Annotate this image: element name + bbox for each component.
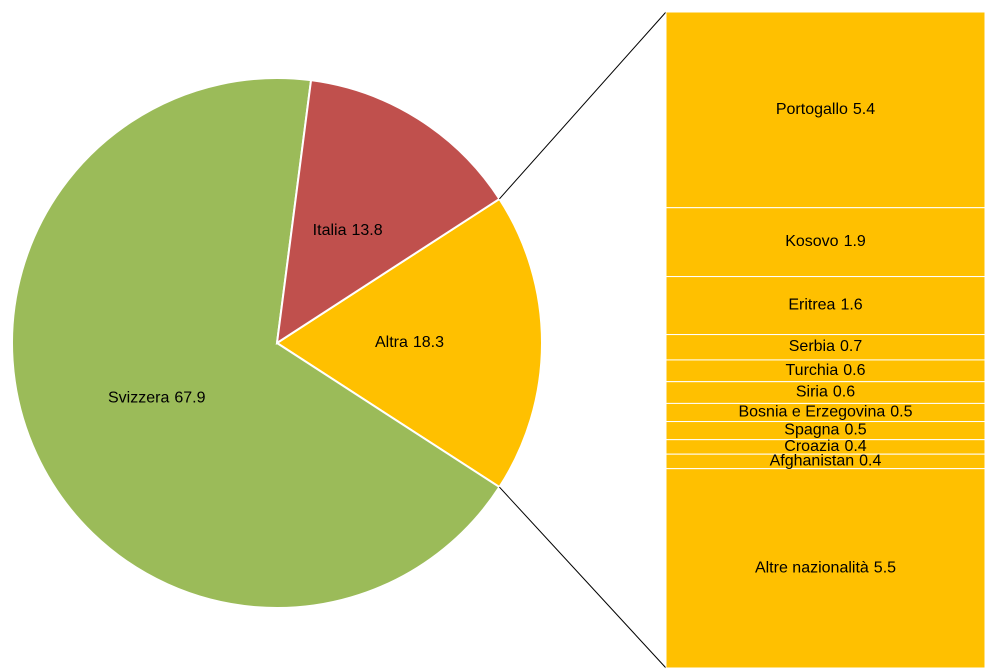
data-label: Siria 0.6 xyxy=(796,384,855,401)
label-value: 0.4 xyxy=(859,453,881,470)
data-label: Altra 18.3 xyxy=(375,334,444,351)
label-value: 13.8 xyxy=(351,222,382,239)
label-name: Bosnia e Erzegovina xyxy=(738,404,885,421)
label-value: 1.6 xyxy=(840,297,862,314)
label-name: Svizzera xyxy=(108,390,169,407)
label-name: Altra xyxy=(375,334,408,351)
connector-line xyxy=(499,486,667,669)
label-name: Siria xyxy=(796,384,828,401)
label-name: Portogallo xyxy=(776,101,848,118)
data-label: Italia 13.8 xyxy=(313,222,383,239)
data-label: Altre nazionalità 5.5 xyxy=(755,560,896,577)
label-name: Spagna xyxy=(784,422,839,439)
data-label: Spagna 0.5 xyxy=(784,422,867,439)
data-label: Afghanistan 0.4 xyxy=(770,453,882,470)
data-label: Bosnia e Erzegovina 0.5 xyxy=(738,404,912,421)
data-label: Turchia 0.6 xyxy=(785,362,865,379)
label-name: Kosovo xyxy=(785,233,838,250)
data-label: Portogallo 5.4 xyxy=(776,101,875,118)
label-value: 5.4 xyxy=(853,101,875,118)
label-name: Italia xyxy=(313,222,347,239)
data-label: Svizzera 67.9 xyxy=(108,390,206,407)
label-value: 0.6 xyxy=(833,384,855,401)
pie-slice xyxy=(11,77,501,609)
label-value: 0.5 xyxy=(890,404,912,421)
data-label: Serbia 0.7 xyxy=(789,338,863,355)
data-label: Kosovo 1.9 xyxy=(785,233,866,250)
pie-slice xyxy=(275,79,501,346)
label-name: Croazia xyxy=(784,438,839,455)
label-value: 18.3 xyxy=(413,334,444,351)
label-name: Eritrea xyxy=(788,297,835,314)
label-name: Altre nazionalità xyxy=(755,560,869,577)
label-name: Afghanistan xyxy=(770,453,855,470)
label-value: 0.6 xyxy=(843,362,865,379)
label-name: Turchia xyxy=(785,362,838,379)
label-value: 1.9 xyxy=(844,233,866,250)
label-value: 5.5 xyxy=(874,560,896,577)
pie-slice xyxy=(275,197,543,489)
data-label: Eritrea 1.6 xyxy=(788,297,862,314)
data-label: Croazia 0.4 xyxy=(784,438,866,455)
label-value: 0.7 xyxy=(840,338,862,355)
breakdown-segment xyxy=(665,11,986,209)
breakdown-segment xyxy=(665,468,986,669)
label-name: Serbia xyxy=(789,338,835,355)
label-value: 67.9 xyxy=(174,390,205,407)
label-value: 0.4 xyxy=(844,438,866,455)
label-value: 0.5 xyxy=(844,422,866,439)
connector-line xyxy=(499,11,667,200)
